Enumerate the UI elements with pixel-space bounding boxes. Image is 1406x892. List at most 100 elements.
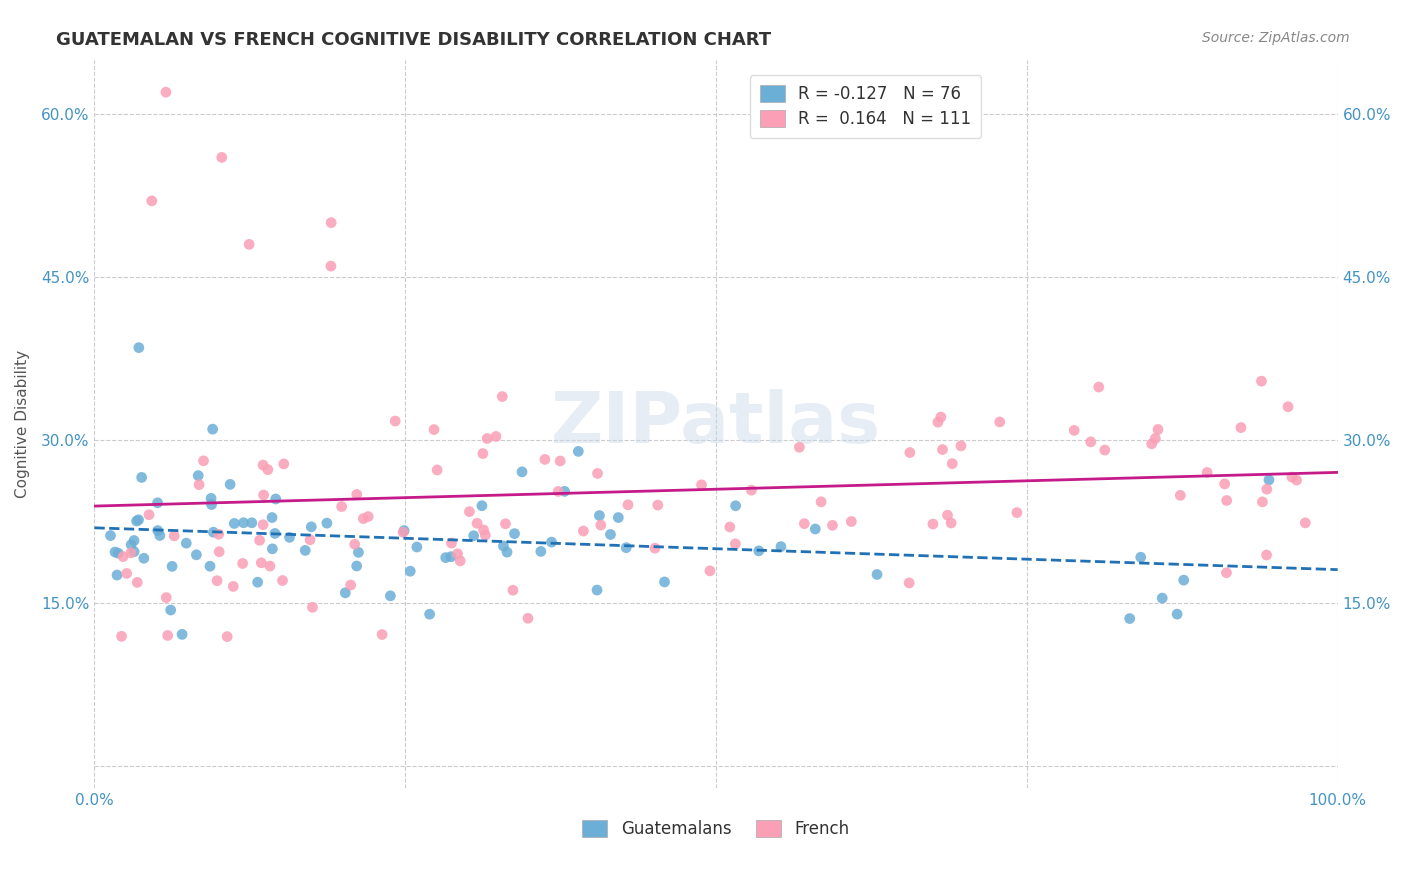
Point: [465, 516, 488, 531]
Point: [588, 508, 610, 523]
Point: [510, 465, 533, 479]
Point: [160, 559, 183, 574]
Point: [1215, 493, 1237, 508]
Y-axis label: Cognitive Disability: Cognitive Disability: [15, 350, 30, 498]
Point: [260, 510, 283, 524]
Point: [186, 548, 208, 562]
Point: [769, 540, 792, 554]
Point: [941, 457, 963, 471]
Point: [294, 543, 316, 558]
Point: [256, 462, 278, 476]
Point: [335, 586, 357, 600]
Point: [1258, 473, 1281, 487]
Point: [748, 544, 770, 558]
Point: [793, 516, 815, 531]
Point: [299, 533, 322, 547]
Point: [205, 574, 228, 588]
Point: [172, 627, 194, 641]
Point: [105, 568, 128, 582]
Point: [548, 454, 571, 468]
Point: [128, 513, 150, 527]
Point: [474, 528, 496, 542]
Point: [929, 410, 952, 425]
Point: [128, 341, 150, 355]
Point: [1251, 495, 1274, 509]
Point: [599, 527, 621, 541]
Point: [1285, 473, 1308, 487]
Point: [463, 529, 485, 543]
Point: [1256, 548, 1278, 562]
Point: [156, 628, 179, 642]
Point: [554, 484, 576, 499]
Point: [898, 575, 921, 590]
Point: [567, 444, 589, 458]
Point: [122, 544, 145, 558]
Point: [589, 518, 612, 533]
Point: [472, 523, 495, 537]
Point: [475, 432, 498, 446]
Point: [232, 557, 254, 571]
Point: [547, 484, 569, 499]
Point: [208, 545, 231, 559]
Point: [898, 445, 921, 459]
Point: [1080, 434, 1102, 449]
Point: [211, 150, 233, 164]
Point: [155, 85, 177, 99]
Point: [724, 537, 747, 551]
Point: [1147, 422, 1170, 436]
Point: [262, 541, 284, 556]
Point: [115, 566, 138, 581]
Point: [492, 539, 515, 553]
Point: [392, 525, 415, 540]
Point: [141, 194, 163, 208]
Point: [104, 545, 127, 559]
Point: [321, 216, 343, 230]
Point: [357, 509, 380, 524]
Point: [699, 564, 721, 578]
Point: [502, 583, 524, 598]
Point: [299, 520, 322, 534]
Point: [988, 415, 1011, 429]
Point: [316, 516, 339, 530]
Point: [540, 535, 562, 549]
Text: GUATEMALAN VS FRENCH COGNITIVE DISABILITY CORRELATION CHART: GUATEMALAN VS FRENCH COGNITIVE DISABILIT…: [56, 31, 772, 49]
Point: [530, 544, 553, 558]
Point: [644, 541, 666, 556]
Point: [1215, 566, 1237, 580]
Point: [1166, 607, 1188, 621]
Point: [654, 574, 676, 589]
Point: [1140, 436, 1163, 450]
Point: [939, 516, 962, 530]
Point: [120, 546, 142, 560]
Point: [449, 554, 471, 568]
Point: [399, 564, 422, 578]
Point: [1087, 380, 1109, 394]
Point: [200, 498, 222, 512]
Point: [1281, 470, 1303, 484]
Point: [1250, 374, 1272, 388]
Point: [607, 510, 630, 524]
Point: [1129, 550, 1152, 565]
Point: [1213, 476, 1236, 491]
Point: [1170, 488, 1192, 502]
Point: [319, 259, 342, 273]
Point: [174, 536, 197, 550]
Point: [224, 516, 246, 531]
Point: [839, 515, 862, 529]
Point: [1230, 420, 1253, 434]
Point: [264, 526, 287, 541]
Point: [922, 516, 945, 531]
Point: [1094, 443, 1116, 458]
Point: [127, 575, 149, 590]
Point: [246, 575, 269, 590]
Point: [392, 524, 415, 538]
Point: [187, 468, 209, 483]
Point: [240, 516, 263, 530]
Point: [259, 559, 281, 574]
Point: [107, 546, 129, 560]
Point: [810, 495, 832, 509]
Point: [1256, 482, 1278, 496]
Point: [458, 505, 481, 519]
Point: [1063, 424, 1085, 438]
Point: [252, 458, 274, 472]
